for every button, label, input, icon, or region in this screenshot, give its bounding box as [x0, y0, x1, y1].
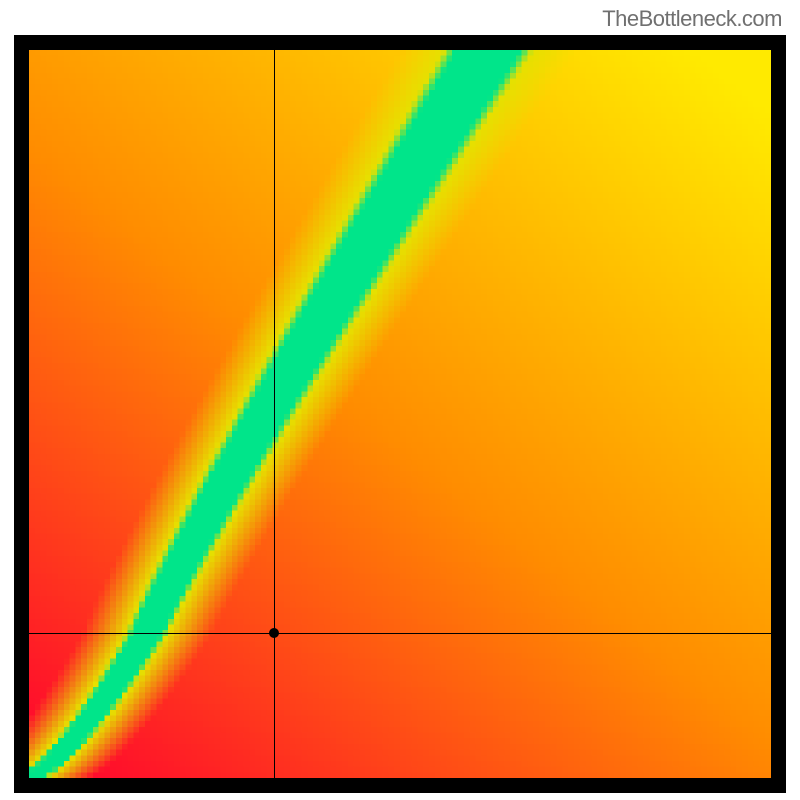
watermark-text: TheBottleneck.com: [602, 6, 782, 32]
crosshair-dot: [269, 628, 279, 638]
heatmap-canvas: [29, 50, 771, 778]
crosshair-horizontal: [29, 633, 771, 634]
crosshair-vertical: [274, 50, 275, 778]
